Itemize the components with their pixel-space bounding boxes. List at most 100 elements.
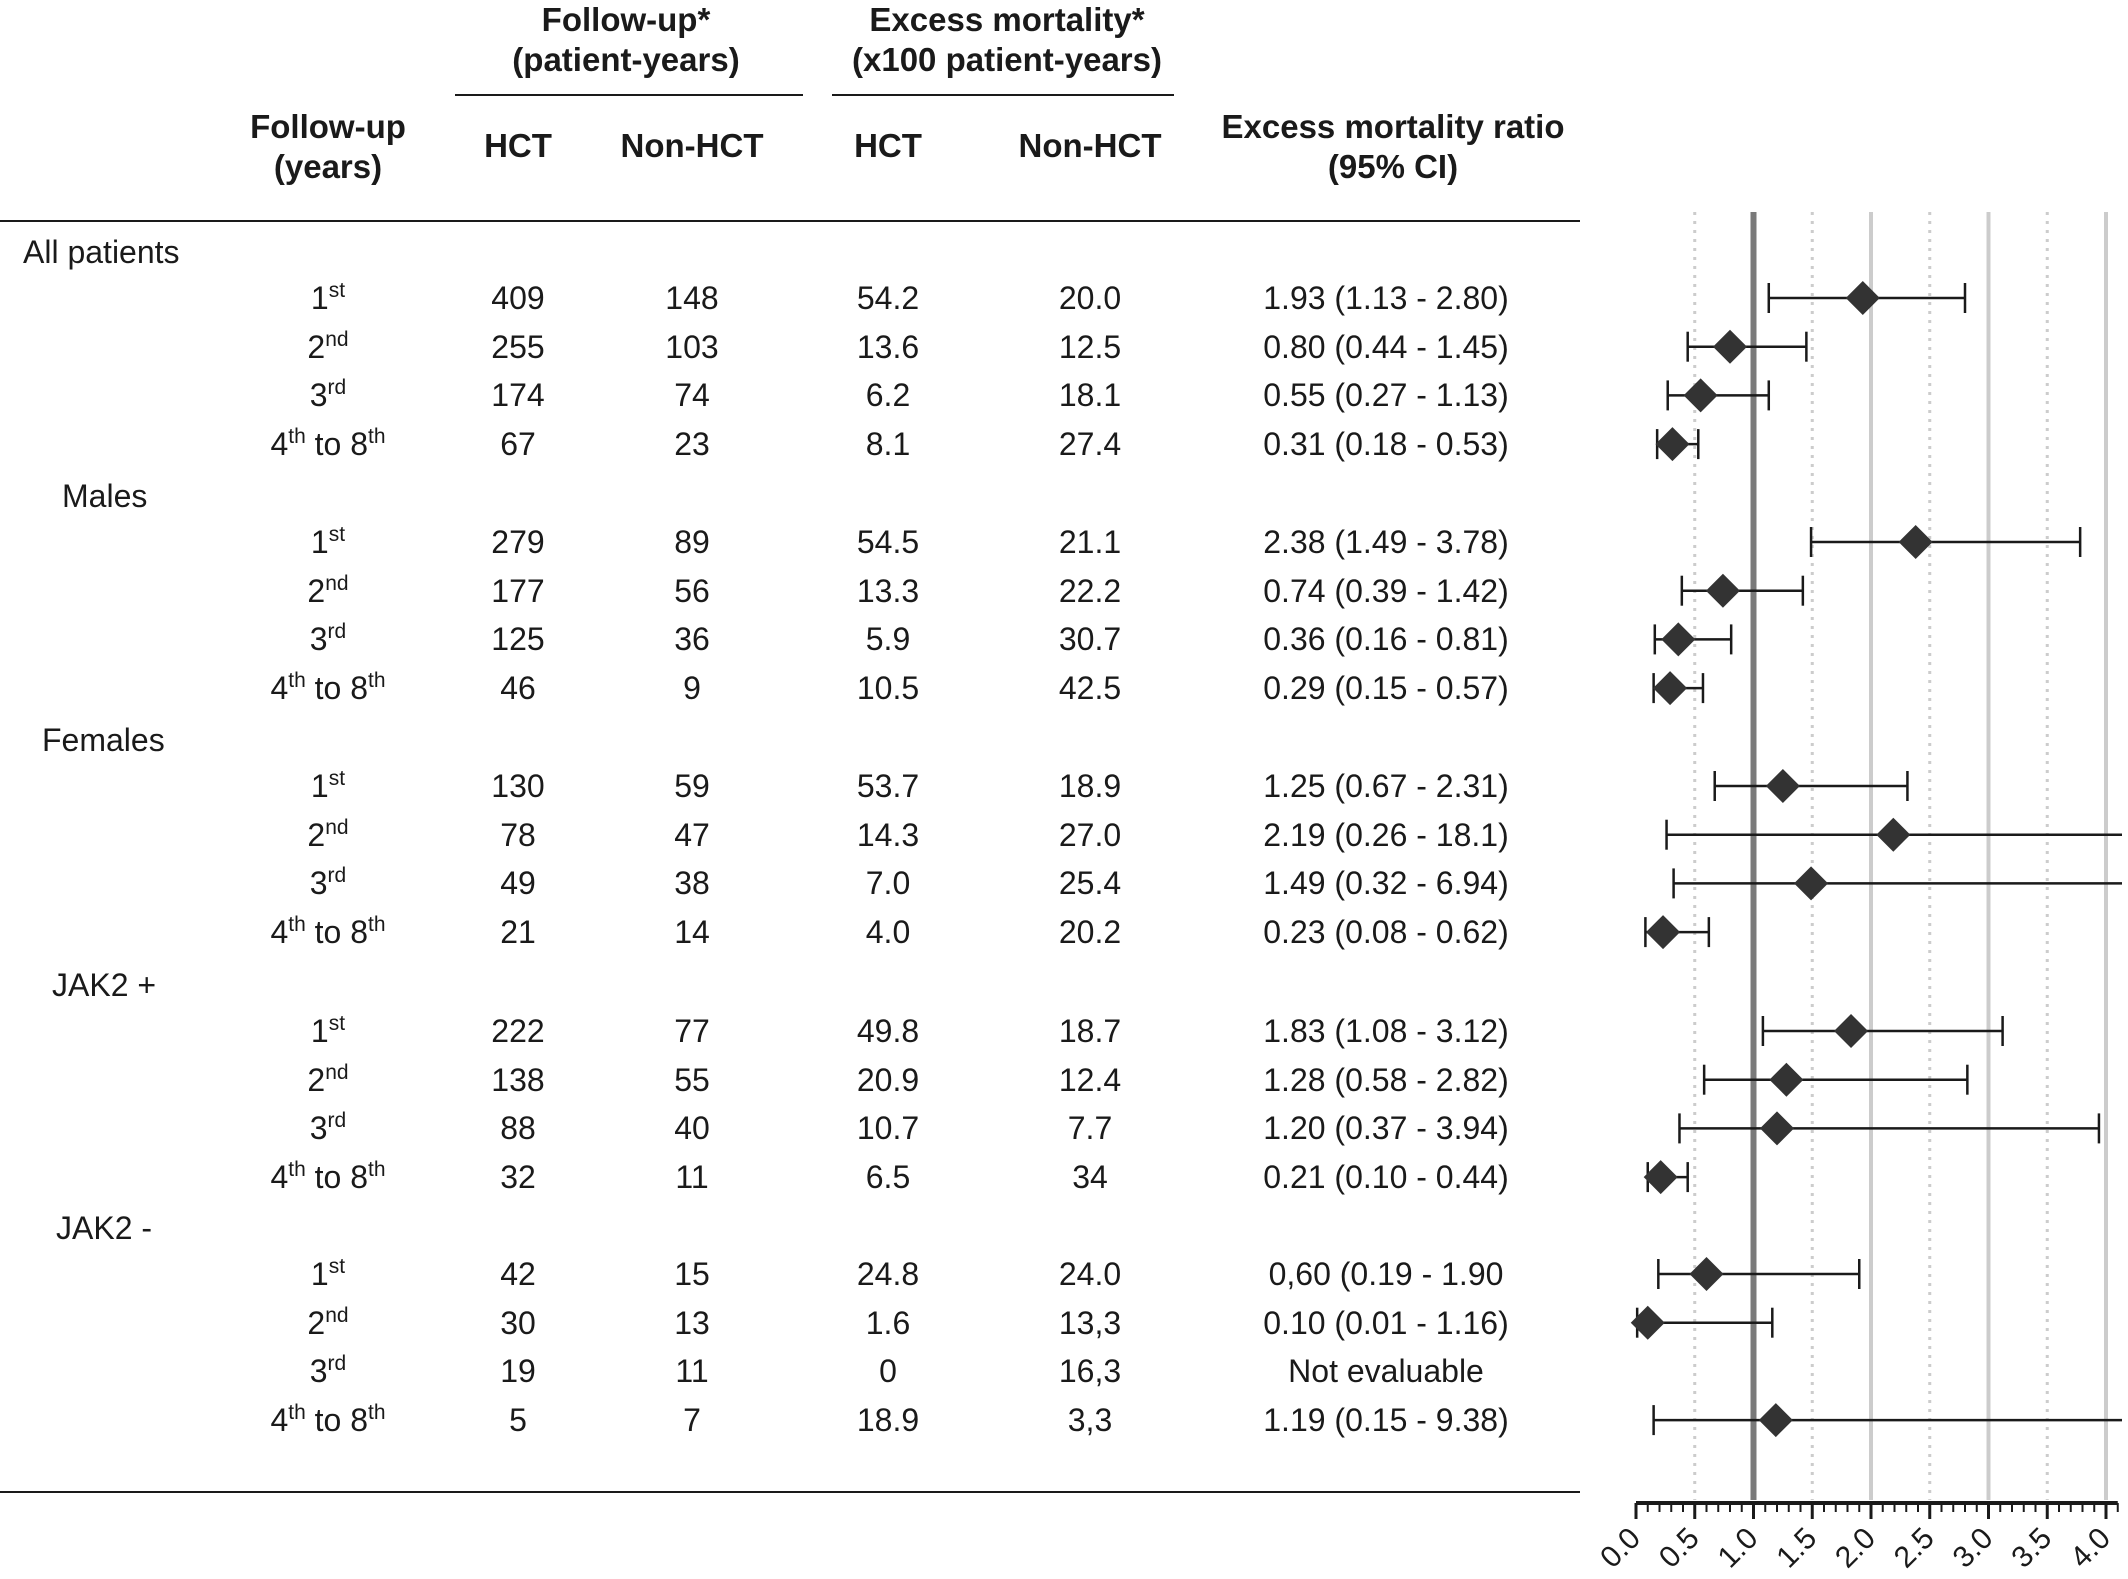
followup-nonhct: 148 — [665, 280, 719, 316]
year-number: 2 — [307, 1061, 326, 1098]
excess-nonhct: 20.0 — [1058, 280, 1122, 316]
followup-hct: 32 — [500, 1159, 536, 1196]
header-followup-years: Follow-up (years) — [250, 108, 406, 185]
excess-ratio: 1.20 (0.37 - 3.94) — [1263, 1110, 1509, 1147]
followup-nonhct: 23 — [674, 426, 710, 463]
estimate-marker — [1655, 427, 1690, 462]
x-tick-label: 1.5 — [1770, 1522, 1823, 1575]
table-top-rule — [0, 220, 1580, 222]
excess-hct: 54.2 — [856, 280, 920, 316]
followup-year: 4th to 8th — [270, 912, 385, 957]
followup-nonhct: 9 — [683, 670, 701, 707]
header-followup-group: Follow-up* (patient-years) — [512, 1, 740, 78]
group-label: JAK2 - — [56, 1210, 153, 1246]
estimate-marker — [1653, 671, 1688, 706]
header-ratio: Excess mortality ratio (95% CI) — [1221, 108, 1565, 185]
estimate-marker — [1794, 866, 1829, 901]
excess-nonhct: 20.2 — [1058, 914, 1122, 951]
followup-nonhct: 15 — [674, 1256, 710, 1292]
year-suffix: rd — [327, 1109, 347, 1133]
followup-year: 1st — [311, 1254, 345, 1299]
estimate-marker — [1713, 329, 1747, 364]
followup-year: 1st — [311, 766, 345, 811]
estimate-marker — [1769, 1062, 1804, 1097]
excess-hct: 14.3 — [856, 816, 920, 853]
year-suffix: th — [288, 1401, 306, 1425]
year-suffix: st — [328, 523, 346, 546]
followup-nonhct: 11 — [675, 1159, 709, 1196]
x-tick-label: 2.5 — [1888, 1522, 1941, 1575]
estimate-marker — [1661, 622, 1696, 657]
excess-nonhct: 18.1 — [1058, 377, 1122, 414]
excess-ratio: 1.19 (0.15 - 9.38) — [1263, 1402, 1509, 1439]
estimate-marker — [1765, 769, 1800, 803]
estimate-marker — [1646, 915, 1681, 950]
followup-year: 1st — [311, 522, 345, 567]
followup-nonhct: 38 — [674, 865, 710, 902]
year-number: 1 — [310, 768, 329, 804]
excess-nonhct: 27.0 — [1058, 816, 1122, 853]
followup-hct: 21 — [500, 914, 536, 951]
excess-ratio: 0.74 (0.39 - 1.42) — [1263, 572, 1509, 609]
excess-hct: 49.8 — [856, 1013, 920, 1049]
excess-hct: 5.9 — [865, 621, 911, 658]
followup-hct: 49 — [500, 865, 536, 902]
x-tick-label: 0.5 — [1653, 1522, 1706, 1575]
followup-year: 2nd — [307, 327, 348, 372]
excess-hct: 53.7 — [856, 768, 920, 804]
followup-year: 1st — [311, 278, 345, 323]
followup-hct: 19 — [500, 1353, 536, 1390]
followup-hct: 279 — [491, 524, 545, 560]
year-suffix: nd — [325, 1060, 349, 1084]
excess-nonhct: 18.9 — [1058, 768, 1122, 804]
year-number: 3 — [309, 377, 328, 414]
year-number: 2 — [307, 816, 326, 853]
year-number: 3 — [309, 1353, 328, 1390]
followup-nonhct: 59 — [674, 768, 710, 804]
followup-year: 4th to 8th — [270, 1400, 385, 1445]
followup-nonhct: 7 — [683, 1402, 701, 1439]
followup-year: 4th to 8th — [270, 1157, 385, 1202]
year-number: 1 — [310, 524, 329, 560]
followup-year: 2nd — [307, 1303, 348, 1348]
x-tick-label: 2.0 — [1829, 1522, 1882, 1575]
year-number: 2 — [307, 1304, 326, 1341]
estimate-marker — [1705, 573, 1740, 608]
excess-ratio: 0.36 (0.16 - 0.81) — [1263, 621, 1509, 658]
followup-nonhct: 55 — [674, 1061, 710, 1098]
followup-nonhct: 56 — [674, 572, 710, 609]
year-number: 4 — [270, 670, 289, 707]
followup-year: 4th to 8th — [270, 668, 385, 713]
excess-ratio: 0.21 (0.10 - 0.44) — [1263, 1159, 1509, 1196]
year-number: 2 — [307, 328, 326, 365]
estimate-marker — [1834, 1014, 1869, 1048]
estimate-marker — [1876, 817, 1911, 852]
followup-nonhct: 77 — [674, 1013, 710, 1049]
excess-nonhct: 27.4 — [1058, 426, 1122, 463]
followup-hct: 88 — [500, 1110, 536, 1147]
year-number: 4 — [270, 914, 289, 951]
year-number: 4 — [270, 1159, 289, 1196]
excess-nonhct: 12.5 — [1058, 328, 1122, 365]
excess-hct: 20.9 — [856, 1061, 920, 1098]
followup-year: 4th to 8th — [270, 424, 385, 469]
group-label: JAK2 + — [52, 967, 157, 1003]
year-range-end: to 8 — [305, 670, 369, 707]
year-range-end: to 8 — [305, 1402, 369, 1439]
followup-hct: 125 — [491, 621, 545, 658]
header-hct-excess: HCT — [854, 127, 922, 164]
year-suffix: th — [288, 669, 306, 693]
estimate-marker — [1758, 1403, 1793, 1438]
x-tick-label: 3.0 — [1947, 1522, 2000, 1575]
year-suffix: st — [328, 1012, 346, 1035]
followup-year: 2nd — [307, 571, 348, 616]
followup-hct: 222 — [491, 1013, 545, 1049]
estimate-marker — [1898, 525, 1933, 559]
year-range-end: to 8 — [305, 426, 369, 463]
followup-year: 2nd — [307, 815, 348, 860]
excess-hct: 10.7 — [856, 1110, 920, 1147]
excess-nonhct: 18.7 — [1058, 1013, 1122, 1049]
followup-hct: 130 — [491, 768, 545, 804]
excess-hct: 8.1 — [865, 426, 911, 463]
